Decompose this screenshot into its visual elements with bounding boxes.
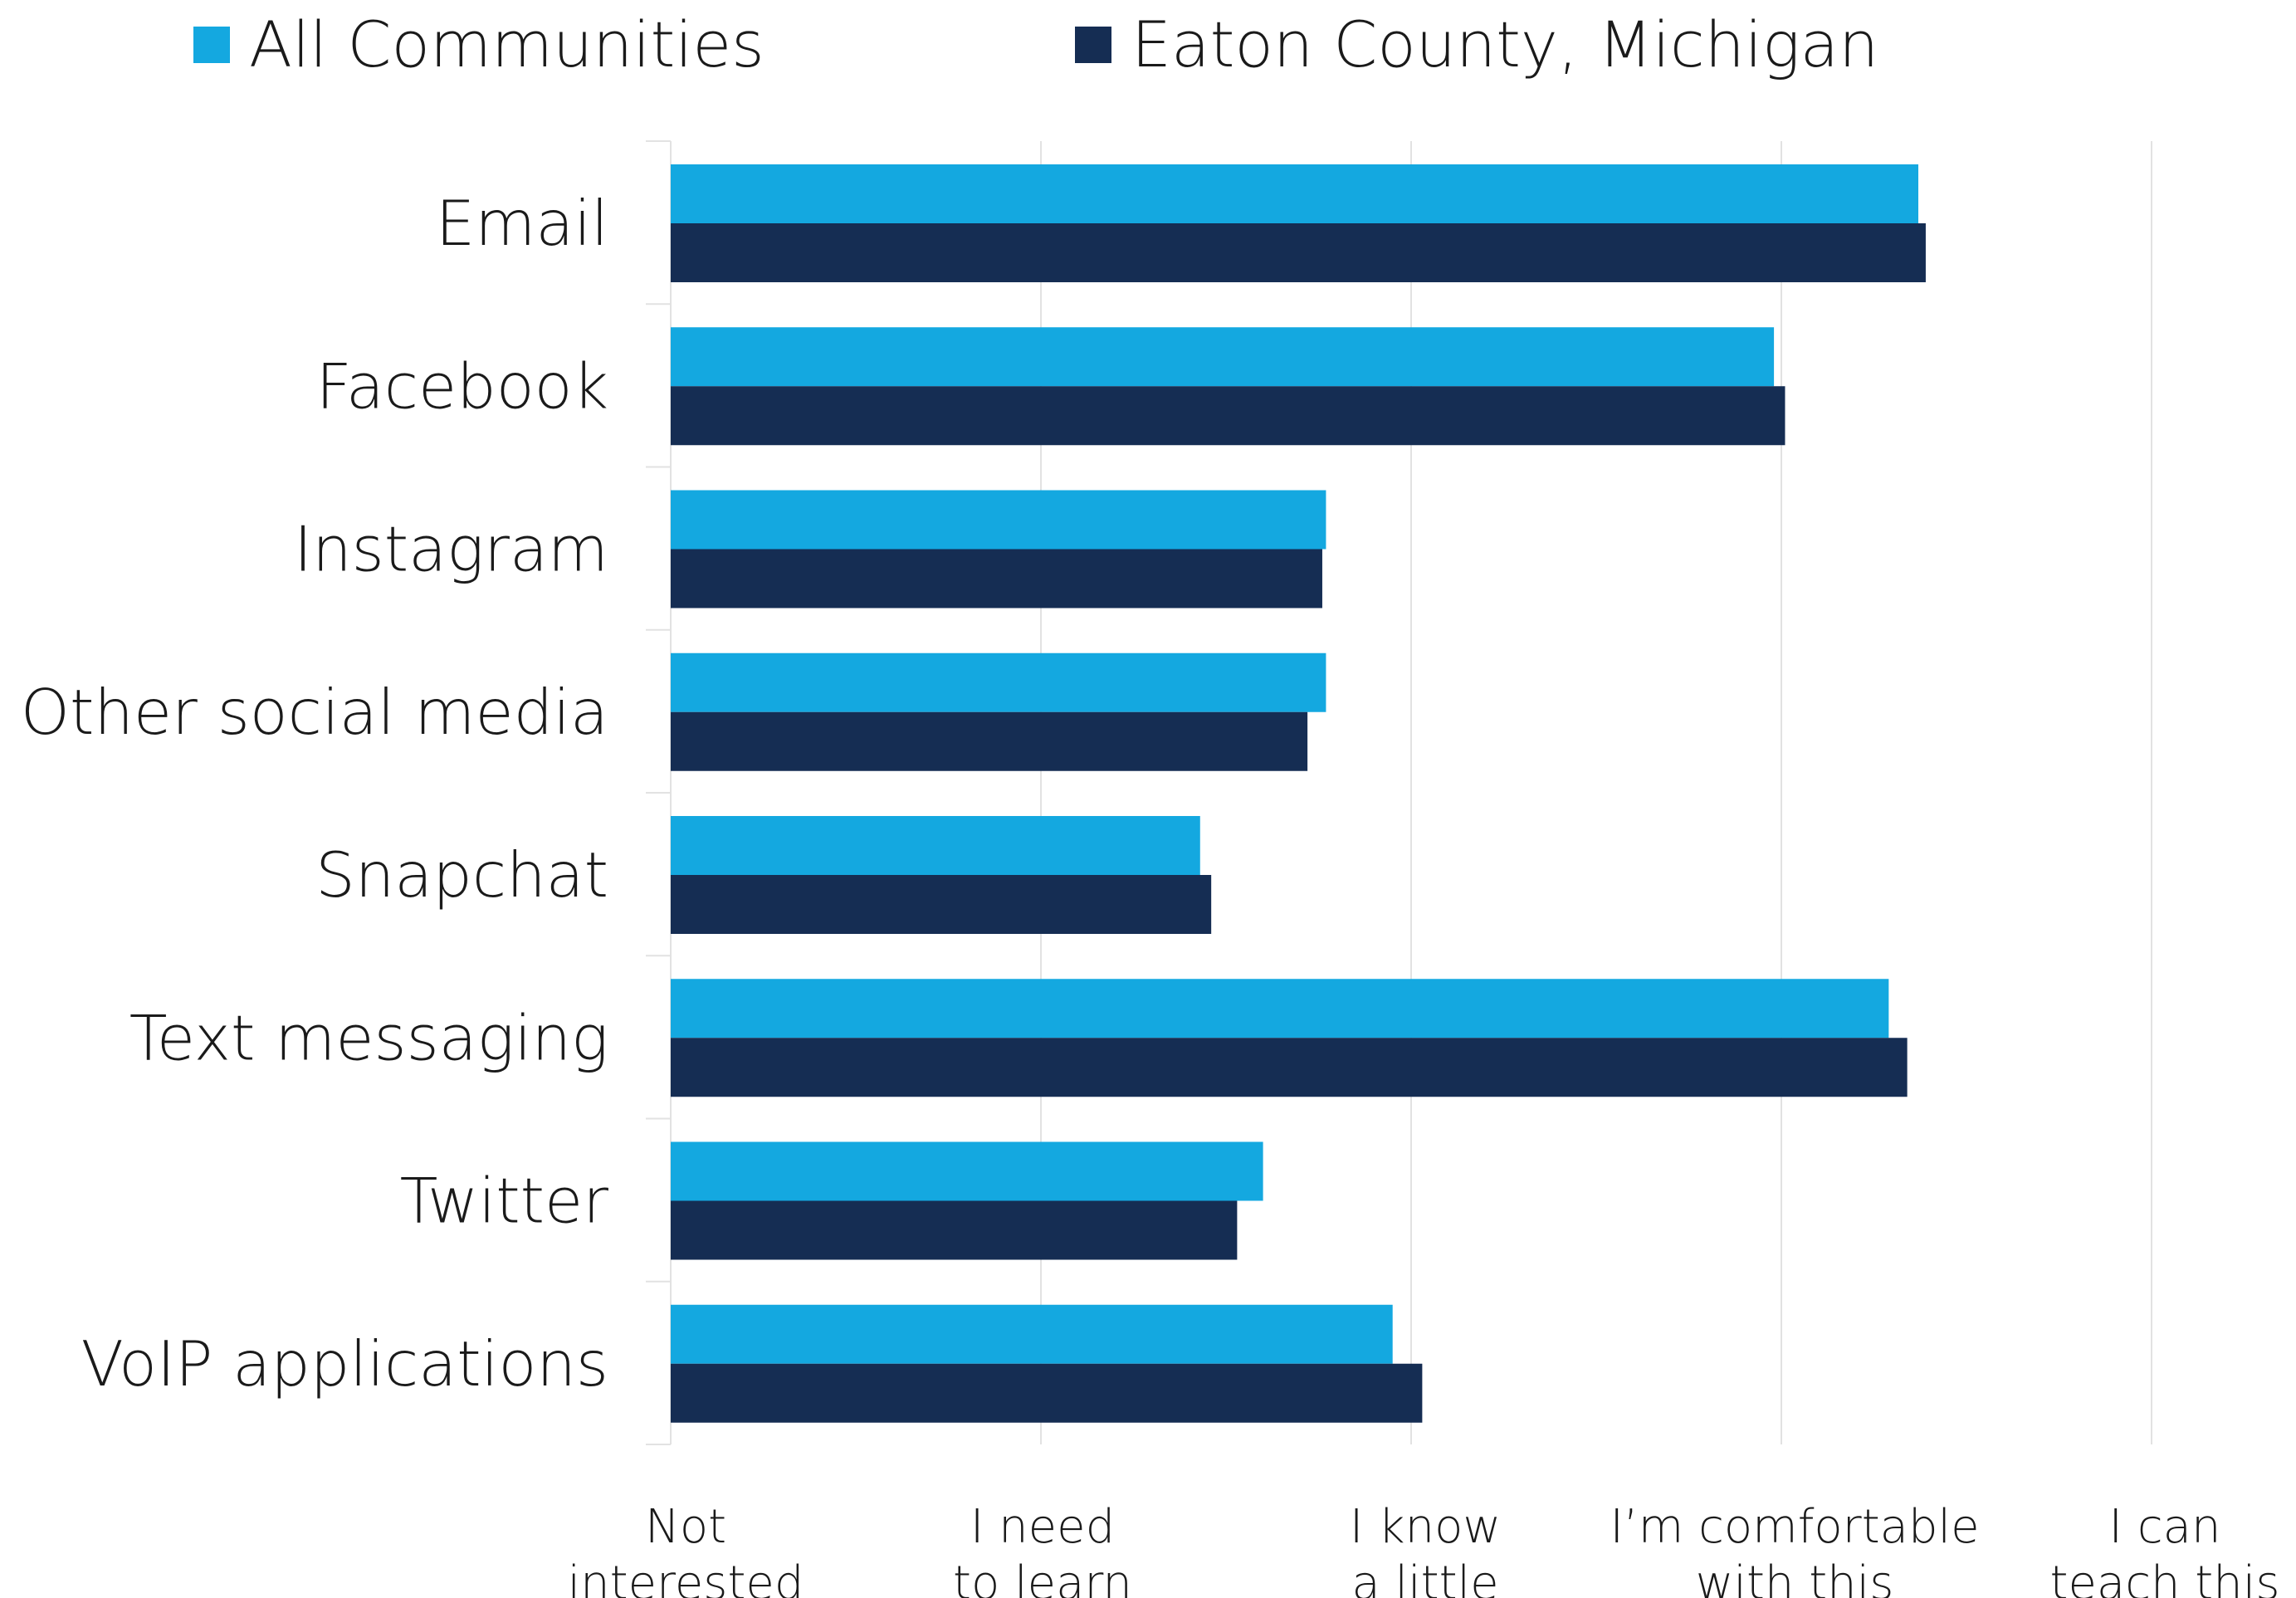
x-tick-label-3: I’m comfortable with this [1610,1500,1979,1598]
bar-voip-applications-eaton-county-michigan [671,1363,1423,1423]
x-tick-label-4: I can teach this [2050,1500,2280,1598]
legend: All Communities Eaton County, Michigan [193,7,1878,81]
legend-swatch-all-communities [193,27,230,63]
bar-email-all-communities [671,164,1919,223]
x-tick-labels: Not interested I need to learn I know a littl… [568,1500,2280,1598]
category-label-text-messaging: Text messaging [129,1001,608,1074]
category-label-other-social-media: Other social media [21,676,608,749]
x-tick-label-0: Not interested [568,1500,804,1598]
bar-text-messaging-all-communities [671,979,1889,1038]
x-tick-label-2: I know a little [1350,1500,1501,1598]
bars [671,164,1926,1423]
bar-facebook-eaton-county-michigan [671,386,1786,446]
legend-swatch-eaton-county-michigan [1075,27,1111,63]
legend-label-eaton-county-michigan: Eaton County, Michigan [1131,7,1878,81]
category-label-voip-applications: VoIP applications [81,1327,608,1400]
bar-other-social-media-all-communities [671,652,1326,712]
bar-text-messaging-eaton-county-michigan [671,1038,1908,1097]
category-label-facebook: Facebook [316,349,608,423]
bar-instagram-all-communities [671,490,1326,550]
category-labels: Email Facebook Instagram Other social media… [21,187,608,1400]
bar-snapchat-all-communities [671,816,1200,875]
category-label-email: Email [436,187,608,260]
bar-email-eaton-county-michigan [671,223,1926,282]
bar-other-social-media-eaton-county-michigan [671,711,1308,771]
category-label-snapchat: Snapchat [315,838,608,911]
legend-label-all-communities: All Communities [249,7,765,81]
bar-voip-applications-all-communities [671,1304,1393,1364]
category-label-twitter: Twitter [400,1165,609,1238]
category-label-instagram: Instagram [294,513,608,586]
bar-facebook-all-communities [671,327,1775,387]
x-tick-label-1: I need to learn [953,1500,1132,1598]
bar-snapchat-eaton-county-michigan [671,875,1212,934]
bar-twitter-eaton-county-michigan [671,1200,1238,1260]
bar-twitter-all-communities [671,1141,1263,1201]
bar-instagram-eaton-county-michigan [671,549,1322,608]
